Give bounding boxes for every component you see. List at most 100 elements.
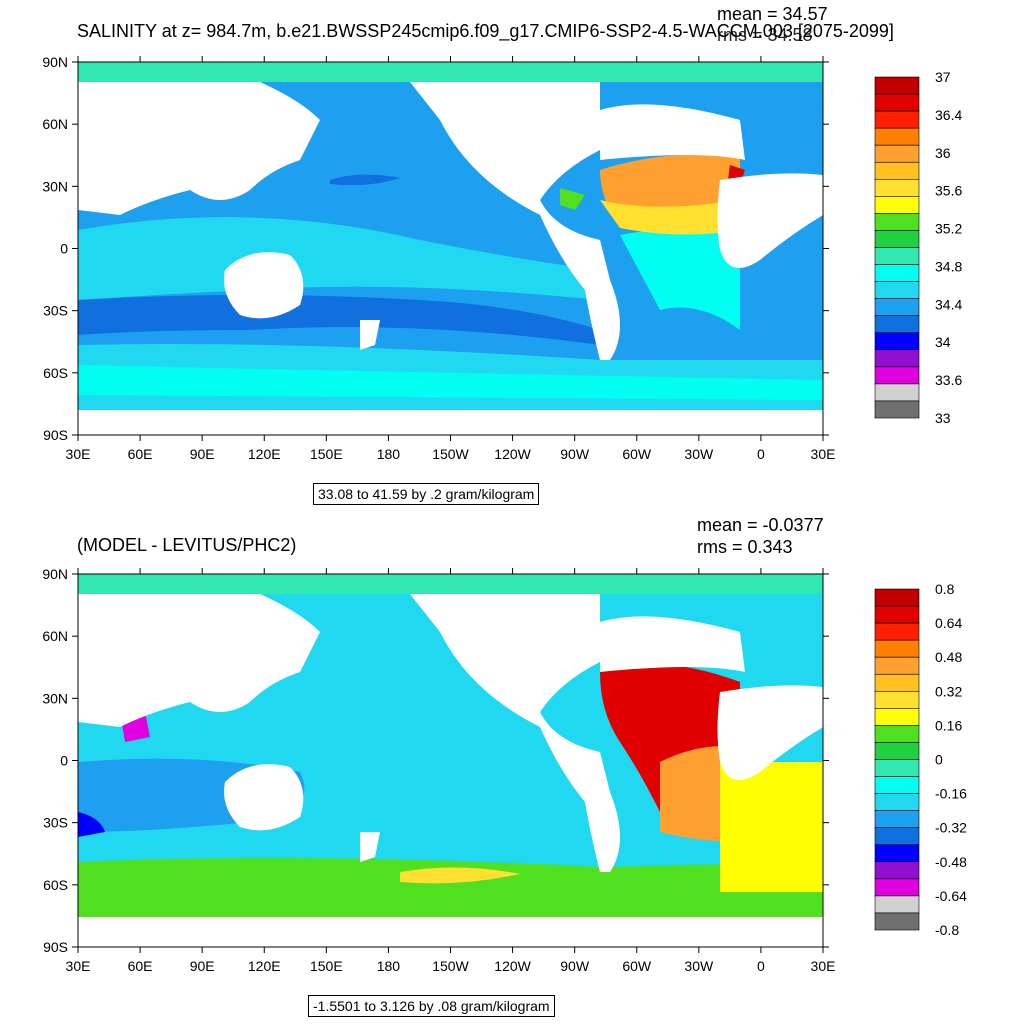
lat-label: 90S <box>43 427 68 443</box>
lon-label: 120W <box>494 446 531 462</box>
tropical-band <box>78 217 600 300</box>
lon-label: 120E <box>248 446 281 462</box>
southern-green <box>78 858 823 917</box>
colorbar-swatch <box>874 298 920 316</box>
lon-label: 150W <box>432 446 469 462</box>
colorbar-label: 36.4 <box>935 107 962 123</box>
colorbar-swatch <box>874 605 920 624</box>
lon-label: 60E <box>128 958 153 974</box>
colorbar-swatch <box>874 725 920 743</box>
arctic-band <box>78 62 823 82</box>
lon-label: 30E <box>66 958 91 974</box>
colorbar-swatch <box>874 912 920 931</box>
map-title: SALINITY at z= 984.7m, b.e21.BWSSP245cmi… <box>77 21 894 41</box>
colorbar-label: 0.8 <box>935 581 955 597</box>
colorbar-label: 34.4 <box>935 296 962 312</box>
colorbar-swatch <box>874 878 920 897</box>
lon-label: 90W <box>560 958 590 974</box>
indian-blue <box>78 812 105 837</box>
lon-label: 30E <box>811 446 836 462</box>
lon-label: 0 <box>757 446 765 462</box>
colorbar-label: 0.64 <box>935 615 962 631</box>
lon-label: 30E <box>811 958 836 974</box>
colorbar-label: 33.6 <box>935 372 962 388</box>
colorbar-label: 37 <box>935 69 951 85</box>
colorbar-swatch <box>874 213 920 231</box>
colorbar: 37 36.4 36 35.6 35.2 34.8 34.4 34 33.6 33 <box>874 69 962 426</box>
lat-label: 0 <box>60 753 68 769</box>
arctic-band <box>78 574 823 594</box>
colorbar-swatch <box>874 895 920 914</box>
colorbar-swatch <box>874 759 920 777</box>
rms-value: rms = 0.343 <box>697 537 793 557</box>
colorbar-swatch <box>874 844 920 863</box>
lat-label: 60N <box>42 628 68 644</box>
lat-label: 60S <box>43 365 68 381</box>
colorbar-swatch <box>874 161 920 180</box>
colorbar-label: -0.64 <box>935 888 967 904</box>
lon-label: 90W <box>560 446 590 462</box>
pacific-low-patch <box>330 174 400 186</box>
colorbar-swatch <box>874 93 920 112</box>
colorbar-swatch <box>874 179 920 197</box>
lon-label: 120E <box>248 958 281 974</box>
lon-label: 150W <box>432 958 469 974</box>
lon-label: 30W <box>684 446 714 462</box>
lon-label: 60W <box>622 958 652 974</box>
contour-info: -1.5501 to 3.126 by .08 gram/kilogram <box>308 995 555 1017</box>
difference-map: 90N 60N 30N 0 30S 60S 90S 30E 60E 90E 120E 150E 180… <box>42 566 967 974</box>
longitude-ticks: 30E 60E 90E 120E 150E 180 150W 120W 90W 60W 30W 0 30… <box>66 56 836 462</box>
contour-info: 33.08 to 41.59 by .2 gram/kilogram <box>313 483 540 505</box>
colorbar-label: -0.16 <box>935 786 967 802</box>
colorbar-swatch <box>874 230 920 248</box>
land <box>78 594 823 947</box>
south-atlantic-yellow <box>720 762 823 892</box>
lat-label: 90S <box>43 939 68 955</box>
colorbar-swatch <box>874 264 920 282</box>
colorbar-swatch <box>874 742 920 760</box>
colorbar-swatch <box>874 810 920 828</box>
colorbar-swatch <box>874 691 920 709</box>
colorbar-swatch <box>874 639 920 658</box>
colorbar-swatch <box>874 793 920 811</box>
gulf-patch <box>560 188 585 210</box>
lat-label: 0 <box>60 241 68 257</box>
colorbar-swatch <box>874 144 920 163</box>
lon-label: 90E <box>190 958 215 974</box>
lat-label: 60S <box>43 877 68 893</box>
lon-label: 30W <box>684 958 714 974</box>
colorbar-swatch <box>874 400 920 419</box>
latitude-ticks: 90N 60N 30N 0 30S 60S 90S <box>42 566 829 955</box>
colorbar-swatch <box>874 349 920 368</box>
colorbar-label: 0.48 <box>935 649 962 665</box>
colorbar-label: 34 <box>935 334 951 350</box>
colorbar-swatch <box>874 622 920 641</box>
south-atlantic-band <box>620 228 740 330</box>
colorbar-swatch <box>874 827 920 846</box>
colorbar-label: 33 <box>935 410 951 426</box>
lat-label: 60N <box>42 116 68 132</box>
north-atlantic-yellow <box>600 200 740 235</box>
antarctic-band <box>78 365 823 400</box>
colorbar-swatch <box>874 247 920 265</box>
colorbar-label: 35.2 <box>935 221 962 237</box>
lat-label: 90N <box>42 566 68 582</box>
lat-label: 30N <box>42 690 68 706</box>
lon-label: 180 <box>377 446 401 462</box>
north-atlantic-high <box>600 664 740 812</box>
colorbar-swatch <box>874 281 920 299</box>
colorbar-swatch <box>874 110 920 129</box>
colorbar-swatch <box>874 383 920 402</box>
colorbar-label: -0.48 <box>935 854 967 870</box>
lat-label: 30S <box>43 303 68 319</box>
colorbar-label: 0 <box>935 752 943 768</box>
colorbar-swatch <box>874 76 920 95</box>
colorbar-label: 0.32 <box>935 683 962 699</box>
colorbar-swatch <box>874 673 920 692</box>
colorbar-swatch <box>874 315 920 334</box>
lon-label: 60E <box>128 446 153 462</box>
colorbar: 0.8 0.64 0.48 0.32 0.16 0 -0.16 -0.32 -0.48 -0.64… <box>874 581 967 938</box>
lon-label: 30E <box>66 446 91 462</box>
rms-value: rms = 34.58 <box>717 25 813 45</box>
salinity-map-panel: SALINITY at z= 984.7m, b.e21.BWSSP245cmi… <box>42 5 962 505</box>
